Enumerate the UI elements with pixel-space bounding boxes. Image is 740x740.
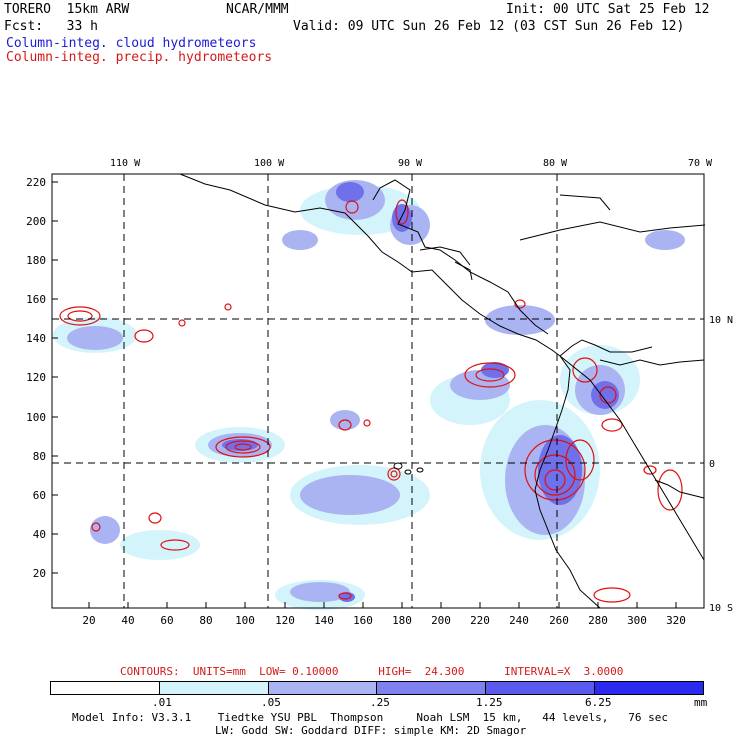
model-info-line1: Model Info: V3.3.1 Tiedtke YSU PBL Thomp… [72, 711, 669, 724]
colorbar-swatch [159, 682, 269, 694]
y-tick-label: 60 [33, 489, 46, 502]
cloud-fill-layer [53, 180, 685, 610]
y-tick-label: 140 [26, 332, 46, 345]
lat-label-10n: 10 N [709, 315, 733, 326]
init-time: Init: 00 UTC Sat 25 Feb 12 [506, 2, 710, 17]
model-name: TORERO 15km ARW [4, 2, 130, 17]
lon-label-80w: 80 W [543, 158, 568, 169]
x-tick-label: 200 [431, 614, 451, 627]
x-tick-label: 60 [160, 614, 173, 627]
y-tick-label: 160 [26, 293, 46, 306]
y-tick-label: 20 [33, 567, 46, 580]
x-tick-label: 160 [353, 614, 373, 627]
x-tick-label: 40 [121, 614, 134, 627]
colorbar-label: .25 [370, 696, 390, 709]
y-tick-label: 100 [26, 411, 46, 424]
lat-label-10s: 10 S [709, 603, 733, 614]
colorbar-unit: mm [694, 696, 708, 709]
colorbar-swatch [595, 682, 703, 694]
org-label: NCAR/MMM [226, 2, 289, 17]
x-tick-label: 220 [470, 614, 490, 627]
colorbar-label: 6.25 [585, 696, 612, 709]
lon-label-90w: 90 W [398, 158, 423, 169]
map-frame [51, 173, 705, 609]
contour-caption: CONTOURS: UNITS=mm LOW= 0.10000 HIGH= 24… [120, 665, 624, 678]
colorbar-swatch [268, 682, 378, 694]
colorbar-swatch [51, 682, 160, 694]
x-tick-label: 300 [627, 614, 647, 627]
lon-label-100w: 100 W [254, 158, 285, 169]
x-tick-label: 280 [588, 614, 608, 627]
y-tick-label: 220 [26, 176, 46, 189]
coastline-layer [179, 173, 706, 609]
colorbar-label: .05 [261, 696, 281, 709]
x-tick-label: 20 [82, 614, 95, 627]
precip-contour-layer [59, 199, 683, 603]
y-tick-label: 120 [26, 371, 46, 384]
lon-label-110w: 110 W [110, 158, 141, 169]
lon-label-70w: 70 W [688, 158, 713, 169]
x-tick-label: 180 [392, 614, 412, 627]
lat-label-0: 0 [709, 459, 715, 470]
y-tick-label: 180 [26, 254, 46, 267]
field-label-precip: Column-integ. precip. hydrometeors [6, 50, 273, 65]
y-tick-label: 200 [26, 215, 46, 228]
y-tick-label: 80 [33, 450, 46, 463]
y-tick-label: 40 [33, 528, 46, 541]
x-tick-label: 320 [666, 614, 686, 627]
colorbar-swatch [377, 682, 487, 694]
x-tick-label: 140 [314, 614, 334, 627]
colorbar-label: .01 [152, 696, 172, 709]
x-tick-label: 120 [275, 614, 295, 627]
forecast-hour: Fcst: 33 h [4, 19, 98, 34]
valid-time: Valid: 09 UTC Sun 26 Feb 12 (03 CST Sun … [293, 19, 685, 34]
x-tick-label: 100 [235, 614, 255, 627]
x-tick-label: 240 [509, 614, 529, 627]
colorbar-label: 1.25 [476, 696, 503, 709]
x-tick-label: 80 [199, 614, 212, 627]
axis-ticks [52, 181, 677, 608]
colorbar-swatch [486, 682, 596, 694]
colorbar [50, 681, 704, 695]
field-label-cloud: Column-integ. cloud hydrometeors [6, 36, 257, 51]
graticule [52, 174, 704, 608]
x-tick-label: 260 [549, 614, 569, 627]
model-info-line2: LW: Godd SW: Goddard DIFF: simple KM: 2D… [215, 724, 527, 737]
